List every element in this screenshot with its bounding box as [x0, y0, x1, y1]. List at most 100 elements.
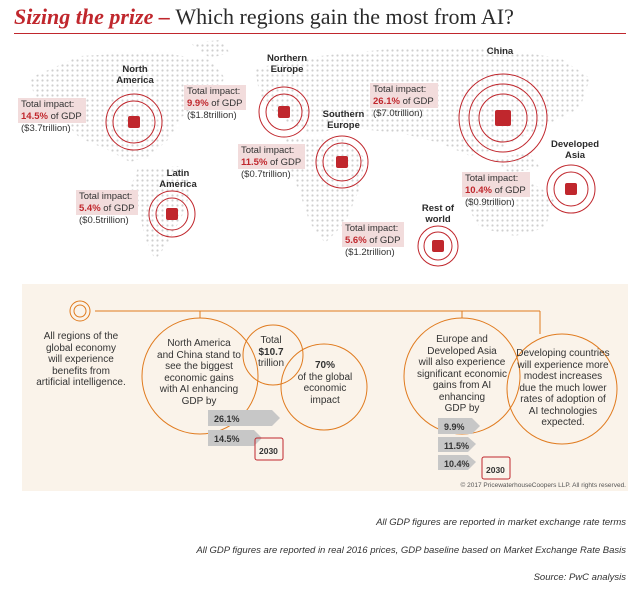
callout-pct-suffix: of GDP: [267, 156, 302, 168]
copyright: © 2017 PricewaterhouseCoopers LLP. All r…: [460, 482, 626, 489]
chip-rest-of-world: [417, 225, 459, 267]
callout-southern-europe: Total impact: 11.5% of GDP ($0.7trillion): [238, 144, 306, 181]
region-name-line: Northern: [266, 53, 308, 64]
callout-northern-europe: Total impact: 9.9% of GDP ($1.8trillion): [184, 85, 247, 122]
text-line: and China stand to: [157, 349, 241, 361]
title-rest: Which regions gain the most from AI?: [175, 4, 514, 29]
callout-label: Total impact:: [241, 145, 295, 156]
callout-pct: 11.5%: [241, 156, 268, 168]
text-line: artificial intelligence.: [36, 377, 126, 388]
text-line: economic: [303, 383, 347, 394]
bar-label-developed-asia: 10.4%: [444, 459, 470, 469]
callout-usd: ($3.7trillion): [21, 123, 71, 134]
text-line: AI technologies: [528, 405, 598, 417]
callout-pct: 26.1%: [373, 95, 400, 107]
text-line: will experience: [48, 354, 114, 365]
bar-label-southern-europe: 11.5%: [444, 441, 470, 451]
total-label: Total: [260, 335, 282, 346]
callout-pct-suffix: of GDP: [491, 184, 526, 196]
region-name-developed-asia: Developed Asia: [540, 139, 610, 161]
share-value: 70%: [314, 360, 335, 371]
text-line: of the global: [297, 371, 353, 383]
callout-pct: 5.4%: [79, 202, 101, 214]
region-name-line: Europe: [327, 120, 360, 131]
text-line: All regions of the: [43, 331, 119, 342]
text-line: rates of adoption of: [520, 394, 606, 405]
summary-europe: Europe and Developed Asia will also expe…: [400, 334, 524, 415]
title-rule: [14, 33, 626, 34]
region-name-northern-europe: Northern Europe: [252, 53, 322, 75]
region-name-southern-europe: Southern Europe: [306, 109, 381, 131]
summary-na-china: North America and China stand to see the…: [140, 338, 258, 407]
chip-china: [458, 73, 548, 163]
callout-label: Total impact:: [465, 173, 519, 184]
chip-developed-asia: [546, 164, 596, 214]
callout-pct: 10.4%: [465, 184, 492, 196]
bar-arrows: [208, 410, 480, 470]
region-name-line: Rest of: [421, 203, 455, 214]
text-line: will experience more: [517, 359, 609, 371]
footnote-prices: All GDP figures are reported in real 201…: [196, 545, 626, 556]
text-line: with AI enhancing: [159, 384, 239, 395]
footnote-mer: All GDP figures are reported in market e…: [376, 517, 626, 528]
text-line: benefits from: [52, 365, 110, 377]
summary-graphics: [69, 300, 618, 480]
text-line: significant economic: [416, 368, 508, 380]
callout-pct-suffix: of GDP: [47, 110, 82, 122]
total-value: $10.7: [258, 346, 284, 358]
bar-label-northern-europe: 9.9%: [444, 422, 465, 432]
text-line: impact: [310, 394, 340, 406]
chip-northern-europe: [258, 86, 310, 138]
chip-north-america: [105, 93, 163, 151]
text-line: modest increases: [523, 371, 603, 382]
calendar-icons: [254, 437, 511, 480]
callout-china: Total impact: 26.1% of GDP ($7.0trillion): [370, 83, 438, 120]
year-label: 2030: [486, 465, 505, 475]
callout-label: Total impact:: [21, 99, 75, 110]
total-unit: trillion: [257, 358, 285, 369]
callout-label: Total impact:: [79, 191, 133, 202]
region-name-line: world: [425, 214, 451, 225]
callout-latin-america: Total impact: 5.4% of GDP ($0.5trillion): [76, 190, 139, 227]
text-line: GDP by: [444, 403, 480, 414]
region-name-line: America: [116, 75, 154, 86]
region-name-latin-america: Latin America: [148, 168, 208, 190]
bar-label-north-america: 14.5%: [214, 434, 240, 444]
callout-north-america: Total impact: 14.5% of GDP ($3.7trillion): [18, 98, 86, 135]
callout-rest-of-world: Total impact: 5.6% of GDP ($1.2trillion): [342, 222, 405, 259]
text-line: gains from AI: [432, 380, 492, 391]
region-name-line: China: [486, 46, 514, 57]
text-line: enhancing: [438, 391, 486, 403]
callout-pct: 14.5%: [21, 110, 48, 122]
callout-usd: ($7.0trillion): [373, 108, 423, 119]
callout-pct: 5.6%: [345, 234, 367, 246]
chip-icons: [128, 106, 577, 252]
title-separator: –: [153, 4, 176, 29]
region-name-rest-of-world: Rest of world: [410, 203, 466, 225]
text-line: will also experience: [418, 357, 506, 368]
callout-pct-suffix: of GDP: [208, 97, 243, 109]
text-line: see the biggest: [165, 361, 233, 372]
callout-label: Total impact:: [187, 86, 241, 97]
text-line: global economy: [45, 342, 117, 354]
callout-pct-suffix: of GDP: [399, 95, 434, 107]
text-line: expected.: [541, 417, 585, 428]
text-line: North America: [167, 338, 231, 349]
footnote-source: Source: PwC analysis: [533, 572, 626, 583]
page-title: Sizing the prize – Which regions gain th…: [14, 4, 514, 30]
region-chips: [105, 73, 596, 267]
region-name-line: Asia: [564, 150, 586, 161]
text-line: Developed Asia: [427, 345, 497, 357]
callout-usd: ($0.9trillion): [465, 197, 515, 208]
chip-latin-america: [148, 190, 196, 238]
callout-label: Total impact:: [345, 223, 399, 234]
year-label: 2030: [259, 446, 278, 456]
region-name-line: Latin: [166, 168, 190, 179]
callout-usd: ($0.7trillion): [241, 169, 291, 180]
region-name-line: America: [159, 179, 197, 190]
region-name-line: Europe: [270, 64, 304, 75]
region-name-line: North: [122, 64, 148, 75]
callout-usd: ($1.8trillion): [187, 110, 237, 121]
callout-usd: ($1.2trillion): [345, 247, 395, 258]
region-name-line: Developed: [550, 139, 600, 150]
